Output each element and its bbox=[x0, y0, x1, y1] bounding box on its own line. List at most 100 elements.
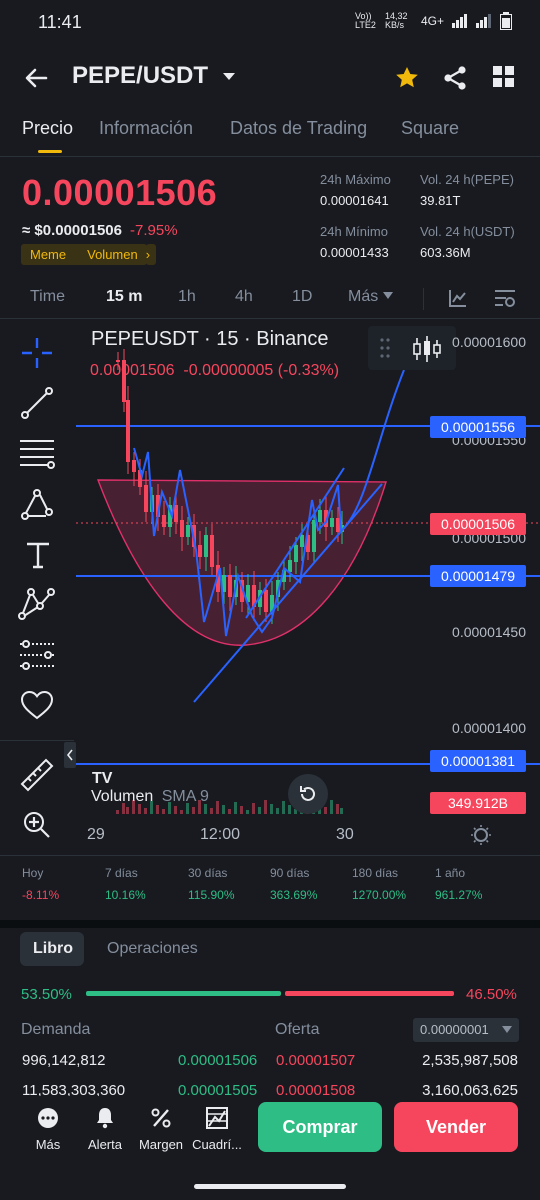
reset-icon[interactable] bbox=[298, 784, 318, 804]
tab-libro[interactable]: Libro bbox=[20, 932, 84, 966]
crosshair-icon[interactable] bbox=[20, 336, 54, 370]
buy-button[interactable]: Comprar bbox=[258, 1102, 382, 1152]
performance-value: 363.69% bbox=[270, 888, 318, 902]
performance-period: 180 días bbox=[352, 866, 399, 880]
axis-label-1400: 0.00001400 bbox=[452, 720, 526, 736]
candle-body bbox=[312, 520, 316, 552]
volume-bar bbox=[116, 810, 119, 814]
bid-price[interactable]: 0.00001506 bbox=[178, 1052, 258, 1069]
candle-body bbox=[288, 560, 292, 572]
position-tool-icon[interactable] bbox=[18, 640, 56, 670]
candle-body bbox=[294, 545, 298, 562]
tab-operaciones[interactable]: Operaciones bbox=[107, 940, 198, 957]
candle-body bbox=[264, 590, 268, 612]
x-label-30: 30 bbox=[336, 826, 354, 843]
margin-button[interactable]: Margen bbox=[133, 1106, 189, 1152]
pair-title[interactable]: PEPE/USDT bbox=[72, 62, 209, 89]
volume-bar bbox=[340, 808, 343, 814]
chart-settings-icon[interactable] bbox=[494, 288, 516, 308]
candlestick-type-icon[interactable] bbox=[412, 334, 442, 364]
tab-square[interactable]: Square bbox=[401, 118, 460, 138]
candle-body bbox=[282, 570, 286, 582]
speed-indicator: 14,32 KB/s bbox=[384, 11, 408, 30]
bid-quantity: 11,583,303,360 bbox=[22, 1082, 126, 1099]
drag-handle-icon[interactable] bbox=[380, 338, 390, 358]
sell-button[interactable]: Vender bbox=[394, 1102, 518, 1152]
tf-15m[interactable]: 15 m bbox=[106, 288, 143, 305]
performance-item: 1 año 961.27% bbox=[435, 866, 482, 902]
ask-price[interactable]: 0.00001507 bbox=[276, 1052, 356, 1069]
favorite-star-icon[interactable] bbox=[394, 65, 420, 91]
tag-chevron-icon[interactable]: › bbox=[145, 244, 157, 265]
alert-button[interactable]: Alerta bbox=[77, 1106, 133, 1152]
candle-body bbox=[216, 565, 220, 592]
toolbar-collapse-handle[interactable] bbox=[64, 742, 76, 768]
tab-libro-label: Libro bbox=[33, 940, 73, 957]
chart-type-widget[interactable] bbox=[368, 326, 456, 370]
ask-price[interactable]: 0.00001508 bbox=[276, 1082, 356, 1099]
fib-lines-icon[interactable] bbox=[18, 438, 56, 470]
grid-bot-button[interactable]: Cuadrí... bbox=[189, 1106, 245, 1152]
price-tag-1381: 0.00001381 bbox=[430, 750, 526, 772]
more-caret-icon[interactable] bbox=[383, 292, 393, 300]
tf-more[interactable]: Más bbox=[348, 288, 379, 305]
stat-vol-usdt: Vol. 24 h(USDT) 603.36M bbox=[420, 224, 515, 260]
text-tool-icon[interactable] bbox=[24, 540, 52, 570]
tag-volumen[interactable]: Volumen bbox=[75, 244, 147, 265]
divider bbox=[0, 318, 540, 319]
heart-favorites-icon[interactable] bbox=[20, 690, 54, 720]
tf-4h[interactable]: 4h bbox=[235, 288, 253, 305]
home-indicator bbox=[194, 1184, 346, 1189]
demand-header: Demanda bbox=[21, 1021, 91, 1038]
candle-body bbox=[180, 520, 184, 537]
volume-bar bbox=[324, 807, 327, 814]
buy-sell-ratio-bar bbox=[86, 991, 454, 996]
tag-group[interactable]: Meme Volumen › bbox=[21, 244, 157, 265]
candle-body bbox=[270, 595, 274, 612]
dropdown-caret-icon[interactable] bbox=[222, 72, 236, 82]
price-tag-last: 0.00001506 bbox=[430, 513, 526, 535]
indicator-icon[interactable] bbox=[448, 288, 468, 308]
reset-chart-button[interactable] bbox=[288, 774, 328, 814]
candle-body bbox=[340, 525, 344, 532]
tf-1d[interactable]: 1D bbox=[292, 288, 313, 305]
grid-layout-icon[interactable] bbox=[493, 66, 515, 88]
stat-vol-usdt-value: 603.36M bbox=[420, 245, 471, 260]
tf-time[interactable]: Time bbox=[30, 288, 65, 305]
buy-percent: 53.50% bbox=[21, 986, 72, 1003]
stat-low-label: 24h Mínimo bbox=[320, 224, 388, 239]
zoom-in-icon[interactable] bbox=[22, 810, 52, 840]
more-button[interactable]: Más bbox=[20, 1106, 76, 1152]
offer-header: Oferta bbox=[275, 1021, 320, 1038]
tf-1h[interactable]: 1h bbox=[178, 288, 196, 305]
back-arrow-icon[interactable] bbox=[24, 66, 48, 90]
divider bbox=[0, 855, 540, 856]
ruler-icon[interactable] bbox=[18, 756, 56, 794]
channel-upper-line bbox=[245, 467, 345, 619]
price-chart[interactable]: PEPEUSDT · 15 · Binance 0.00001506 -0.00… bbox=[0, 320, 540, 855]
chevron-left-icon[interactable] bbox=[64, 742, 76, 768]
xabcd-pattern-icon[interactable] bbox=[18, 586, 56, 620]
tag-meme[interactable]: Meme bbox=[21, 244, 76, 265]
trend-line-icon[interactable] bbox=[20, 386, 54, 420]
price-change: -7.95% bbox=[130, 222, 178, 239]
pattern-tool-icon[interactable] bbox=[20, 488, 54, 522]
volume-bar bbox=[162, 809, 165, 814]
divider bbox=[0, 156, 540, 157]
toolbar-divider bbox=[0, 740, 74, 741]
buy-ratio-fill bbox=[86, 991, 281, 996]
tab-datos-trading[interactable]: Datos de Trading bbox=[230, 118, 368, 138]
performance-value: 10.16% bbox=[105, 888, 146, 902]
performance-item: Hoy -8.11% bbox=[22, 866, 59, 902]
tab-precio[interactable]: Precio bbox=[22, 118, 74, 138]
precision-select[interactable]: 0.00000001 bbox=[413, 1018, 519, 1042]
x-label-29: 29 bbox=[87, 826, 105, 843]
stat-high-value: 0.00001641 bbox=[320, 193, 389, 208]
candlestick-chart[interactable] bbox=[76, 320, 540, 855]
candle-body bbox=[300, 535, 304, 547]
share-icon[interactable] bbox=[442, 65, 468, 91]
volume-bar bbox=[186, 803, 189, 814]
bid-price[interactable]: 0.00001505 bbox=[178, 1082, 258, 1099]
tab-informacion[interactable]: Información bbox=[99, 118, 194, 138]
theme-toggle-icon[interactable] bbox=[470, 824, 492, 846]
